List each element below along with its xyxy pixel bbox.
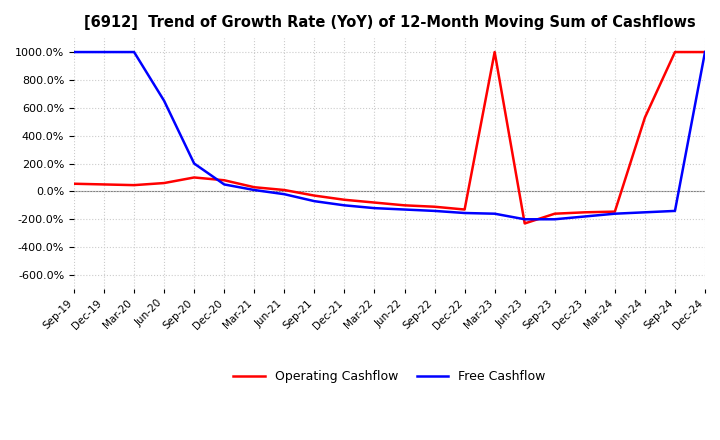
Free Cashflow	[220, 182, 228, 187]
Operating Cashflow	[521, 221, 529, 226]
Operating Cashflow	[340, 197, 348, 202]
Operating Cashflow	[641, 115, 649, 120]
Free Cashflow	[460, 210, 469, 216]
Operating Cashflow	[190, 175, 199, 180]
Free Cashflow	[580, 214, 589, 219]
Free Cashflow	[521, 216, 529, 222]
Operating Cashflow	[370, 200, 379, 205]
Operating Cashflow	[701, 49, 709, 55]
Line: Free Cashflow: Free Cashflow	[74, 52, 705, 219]
Title: [6912]  Trend of Growth Rate (YoY) of 12-Month Moving Sum of Cashflows: [6912] Trend of Growth Rate (YoY) of 12-…	[84, 15, 696, 30]
Free Cashflow	[310, 198, 319, 204]
Free Cashflow	[130, 49, 138, 55]
Operating Cashflow	[70, 181, 78, 187]
Operating Cashflow	[310, 193, 319, 198]
Operating Cashflow	[580, 210, 589, 215]
Operating Cashflow	[220, 178, 228, 183]
Operating Cashflow	[670, 49, 679, 55]
Operating Cashflow	[490, 49, 499, 55]
Operating Cashflow	[550, 211, 559, 216]
Free Cashflow	[280, 191, 289, 197]
Free Cashflow	[431, 208, 439, 213]
Free Cashflow	[400, 207, 409, 212]
Operating Cashflow	[99, 182, 108, 187]
Line: Operating Cashflow: Operating Cashflow	[74, 52, 705, 224]
Free Cashflow	[370, 205, 379, 211]
Free Cashflow	[340, 203, 348, 208]
Free Cashflow	[160, 98, 168, 103]
Free Cashflow	[641, 210, 649, 215]
Free Cashflow	[70, 49, 78, 55]
Operating Cashflow	[431, 204, 439, 209]
Free Cashflow	[670, 208, 679, 213]
Operating Cashflow	[611, 209, 619, 214]
Free Cashflow	[701, 49, 709, 55]
Free Cashflow	[490, 211, 499, 216]
Operating Cashflow	[460, 207, 469, 212]
Operating Cashflow	[400, 203, 409, 208]
Operating Cashflow	[130, 183, 138, 188]
Free Cashflow	[550, 216, 559, 222]
Operating Cashflow	[250, 185, 258, 190]
Operating Cashflow	[160, 180, 168, 186]
Free Cashflow	[190, 161, 199, 166]
Operating Cashflow	[280, 187, 289, 193]
Free Cashflow	[611, 211, 619, 216]
Free Cashflow	[250, 187, 258, 193]
Free Cashflow	[99, 49, 108, 55]
Legend: Operating Cashflow, Free Cashflow: Operating Cashflow, Free Cashflow	[228, 365, 551, 388]
